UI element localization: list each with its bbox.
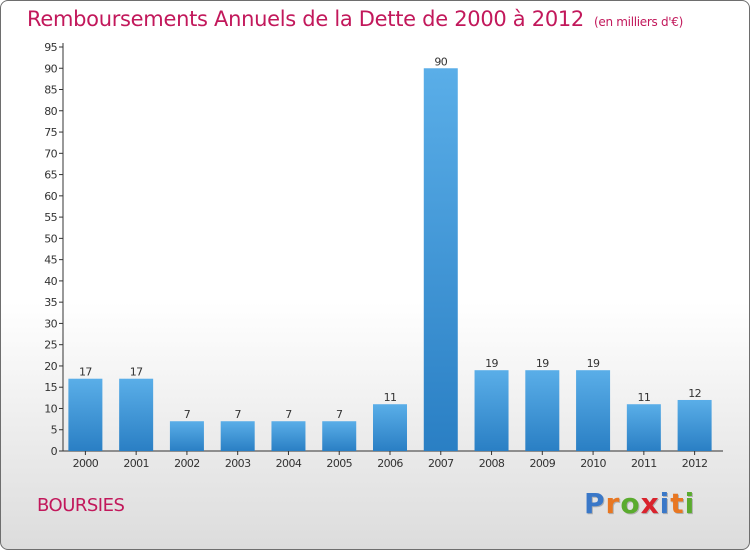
y-tick-labels: 0 5 10 15 20 25 30 35 40 45 50 55 60 65 70 75 80 85 90 95 <box>44 41 58 458</box>
value-labels: 17 17 7 7 7 7 11 90 19 19 19 11 12 <box>79 55 702 421</box>
bar-2002 <box>169 421 204 451</box>
x-tick-label-2006: 2006 <box>377 457 403 470</box>
y-tick-label: 45 <box>44 254 57 267</box>
bar-2003 <box>220 421 255 451</box>
commune-name: BOURSIES <box>37 495 125 516</box>
logo-letter: i <box>684 487 696 520</box>
value-label-2000: 17 <box>79 366 92 379</box>
y-tick-label: 5 <box>51 424 58 437</box>
y-tick-label: 15 <box>44 381 57 394</box>
y-tick-label: 35 <box>44 296 57 309</box>
bar-2009 <box>525 370 560 451</box>
y-tick-label: 0 <box>51 445 58 458</box>
y-tick-label: 80 <box>44 105 57 118</box>
x-tick-label-2004: 2004 <box>276 457 302 470</box>
logo-letter: t <box>670 487 685 520</box>
y-tick-label: 95 <box>44 41 57 54</box>
x-tick-label-2008: 2008 <box>479 457 505 470</box>
bar-2000 <box>68 378 103 451</box>
bar-2001 <box>119 378 154 451</box>
logo-letter: P <box>584 487 606 520</box>
value-label-2005: 7 <box>336 408 343 421</box>
y-tick-label: 90 <box>44 62 57 75</box>
value-label-2007: 90 <box>434 55 447 68</box>
bar-2006 <box>373 404 407 451</box>
value-label-2003: 7 <box>234 408 241 421</box>
x-tick-label-2009: 2009 <box>530 457 556 470</box>
value-label-2010: 19 <box>587 357 600 370</box>
bar-2011 <box>626 404 661 451</box>
x-tick-label-2003: 2003 <box>225 457 251 470</box>
y-tick-label: 40 <box>44 275 57 288</box>
value-label-2012: 12 <box>688 387 701 400</box>
x-tick-label-2012: 2012 <box>682 457 708 470</box>
proxiti-logo: Proxiti <box>584 487 695 520</box>
bar-2005 <box>322 421 357 451</box>
chart-title: Remboursements Annuels de la Dette de 20… <box>27 7 683 31</box>
y-tick-label: 50 <box>44 232 57 245</box>
bar-2008 <box>474 370 509 451</box>
value-label-2004: 7 <box>285 408 292 421</box>
y-tick-label: 85 <box>44 84 57 97</box>
y-tick-label: 10 <box>44 402 57 415</box>
x-tick-label-2001: 2001 <box>123 457 149 470</box>
value-label-2002: 7 <box>184 408 191 421</box>
value-label-2001: 17 <box>130 366 143 379</box>
x-tick-label-2011: 2011 <box>631 457 657 470</box>
bar-2012 <box>677 399 712 451</box>
y-tick-label: 70 <box>44 147 57 160</box>
x-tick-labels: 2000 2001 2002 2003 2004 2005 2006 2007 2008 2009… <box>73 457 708 470</box>
y-tick-label: 55 <box>44 211 57 224</box>
value-label-2008: 19 <box>485 357 498 370</box>
logo-letter: i <box>659 487 671 520</box>
y-tick-label: 20 <box>44 360 57 373</box>
bar-2007 <box>423 68 458 452</box>
bar-2010 <box>576 370 611 451</box>
value-label-2006: 11 <box>384 391 397 404</box>
x-tick-label-2000: 2000 <box>73 457 99 470</box>
x-tick-label-2010: 2010 <box>580 457 606 470</box>
y-tick-label: 75 <box>44 126 57 139</box>
bars <box>68 68 712 452</box>
chart-unit: (en milliers d'€) <box>594 15 684 29</box>
value-label-2011: 11 <box>637 391 650 404</box>
y-tick-label: 25 <box>44 339 57 352</box>
x-tick-label-2005: 2005 <box>326 457 352 470</box>
x-tick-label-2007: 2007 <box>428 457 454 470</box>
logo-letter: r <box>605 487 621 520</box>
x-tick-label-2002: 2002 <box>174 457 200 470</box>
y-tick-label: 65 <box>44 169 57 182</box>
logo-letter: x <box>640 487 660 520</box>
value-label-2009: 19 <box>536 357 549 370</box>
y-tick-label: 30 <box>44 317 57 330</box>
chart-title-text: Remboursements Annuels de la Dette de 20… <box>27 7 584 31</box>
bar-2004 <box>271 421 306 451</box>
logo-letter: o <box>620 487 641 520</box>
y-tick-label: 60 <box>44 190 57 203</box>
